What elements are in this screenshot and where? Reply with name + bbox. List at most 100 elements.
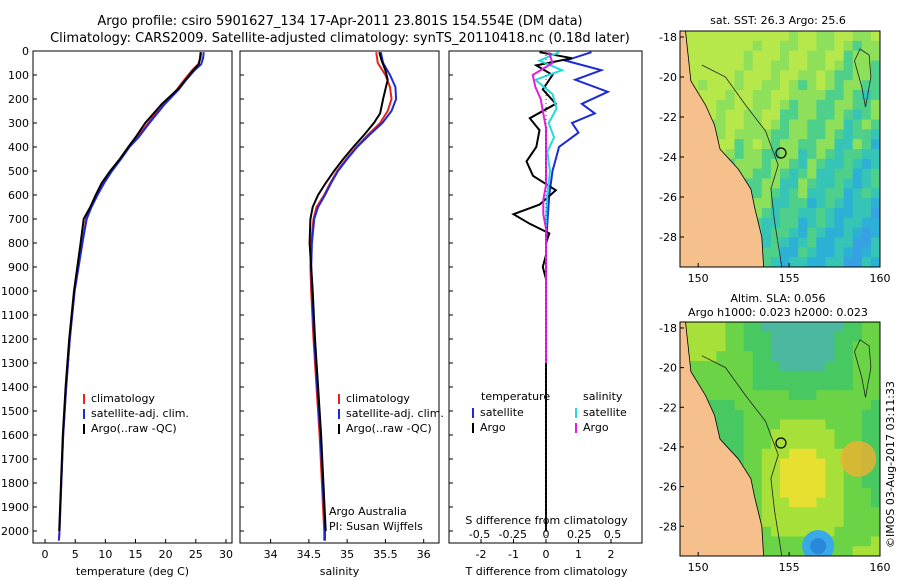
diff-series-3: [531, 51, 554, 363]
sal-xlabel: salinity: [320, 565, 360, 578]
sal-xtick-label-34.5: 34.5: [297, 548, 322, 561]
sst-map-ytick-label--22: -22: [659, 111, 677, 124]
sla-map-contour-2: [854, 339, 872, 398]
diff-xtick-label-0: 0: [543, 548, 550, 561]
temp-xtick-label-30: 30: [219, 548, 233, 561]
sst-map-frame: [679, 30, 881, 268]
sla-map-ytick-label--18: -18: [659, 322, 677, 335]
y-tick-label-1100: 1100: [1, 309, 29, 322]
y-tick-label-1800: 1800: [1, 477, 29, 490]
diff-stick-label--0.25: -0.25: [499, 528, 527, 541]
sst-map-contour-1: [701, 64, 783, 267]
y-tick-label-500: 500: [8, 165, 29, 178]
pi-label: PI: Susan Wijffels: [329, 520, 423, 533]
diff-series-1: [511, 51, 573, 531]
sst-map-xtick-label-155: 155: [779, 272, 800, 285]
temperature-series-1: [57, 52, 205, 541]
y-tick-label-1000: 1000: [1, 285, 29, 298]
diff-xtick-label--1: -1: [508, 548, 519, 561]
sst-map-ytick-label--24: -24: [659, 151, 677, 164]
diff-xtick-label-2: 2: [608, 548, 615, 561]
sal-legend-label-2: Argo(..raw -QC): [346, 422, 432, 435]
y-tick-label-400: 400: [8, 141, 29, 154]
sla-map-xtick-label-155: 155: [779, 561, 800, 574]
diff-stick-label-0.25: 0.25: [567, 528, 592, 541]
temp-xtick-label-10: 10: [98, 548, 112, 561]
sst-map-ytick-label--20: -20: [659, 71, 677, 84]
sal-xtick-label-35: 35: [340, 548, 354, 561]
diffT-legend-label-1: Argo: [480, 421, 506, 434]
diff-xtick-label-1: 1: [575, 548, 582, 561]
sla-map-title-line2: Argo h1000: 0.023 h2000: 0.023: [688, 306, 868, 319]
diff-xlabel-top: S difference from climatology: [465, 514, 628, 527]
sst-map-argo-marker: [775, 147, 787, 159]
y-tick-label-700: 700: [8, 213, 29, 226]
temp-legend-label-1: satellite-adj. clim.: [91, 407, 189, 420]
salinity-series-2: [308, 51, 389, 532]
y-tick-label-1900: 1900: [1, 501, 29, 514]
sst-map-xtick-label-160: 160: [870, 272, 891, 285]
sst-map-ytick-label--18: -18: [659, 31, 677, 44]
y-tick-label-800: 800: [8, 237, 29, 250]
y-tick-label-0: 0: [22, 45, 29, 58]
y-tick-label-1400: 1400: [1, 381, 29, 394]
sst-map-ytick-label--26: -26: [659, 191, 677, 204]
temp-legend-label-2: Argo(..raw -QC): [91, 422, 177, 435]
sst-map-xtick-label-150: 150: [688, 272, 709, 285]
sal-legend-label-1: satellite-adj. clim.: [346, 407, 444, 420]
salinity-series-1: [310, 51, 398, 541]
y-tick-label-2000: 2000: [1, 525, 29, 538]
y-tick-label-1200: 1200: [1, 333, 29, 346]
figure-title-line1: Argo profile: csiro 5901627_134 17-Apr-2…: [97, 14, 583, 29]
figure-title-line2: Climatology: CARS2009. Satellite-adjuste…: [50, 31, 630, 46]
diff-xlabel: T difference from climatology: [465, 565, 628, 578]
temp-xtick-label-20: 20: [159, 548, 173, 561]
credit-label: ©IMOS 03-Aug-2017 03:11:33: [884, 381, 897, 548]
y-tick-label-900: 900: [8, 261, 29, 274]
y-tick-label-1700: 1700: [1, 453, 29, 466]
temp-xtick-label-5: 5: [72, 548, 79, 561]
sst-map-title: sat. SST: 26.3 Argo: 25.6: [710, 14, 846, 27]
sla-map-land: [680, 322, 765, 556]
sla-map-xtick-label-150: 150: [688, 561, 709, 574]
diff-stick-label--0.5: -0.5: [469, 528, 490, 541]
sla-map: [679, 321, 881, 557]
legend-salinity-heading: salinity: [583, 390, 623, 403]
sla-map-high: [840, 440, 877, 477]
sla-map-title-line1: Altim. SLA: 0.056: [730, 292, 826, 305]
y-tick-label-200: 200: [8, 93, 29, 106]
sst-map-ytick-label--28: -28: [659, 231, 677, 244]
diffT-legend-label-0: satellite: [480, 406, 524, 419]
sst-map: [679, 30, 881, 268]
y-tick-label-100: 100: [8, 69, 29, 82]
temp-xtick-label-25: 25: [189, 548, 203, 561]
y-tick-label-1500: 1500: [1, 405, 29, 418]
sla-map-ytick-label--22: -22: [659, 401, 677, 414]
temperature-series-2: [58, 52, 202, 532]
sla-map-ytick-label--26: -26: [659, 481, 677, 494]
temperature-series-0: [57, 52, 203, 541]
temp-xlabel: temperature (deg C): [76, 565, 189, 578]
diff-series-0: [545, 51, 611, 531]
sla-map-contour-1: [701, 355, 783, 556]
sla-map-frame: [679, 321, 881, 557]
sla-map-ytick-label--24: -24: [659, 441, 677, 454]
y-tick-label-1600: 1600: [1, 429, 29, 442]
temp-xtick-label-15: 15: [129, 548, 143, 561]
sla-map-argo-marker: [775, 437, 787, 449]
sla-map-eddy-core: [810, 538, 827, 555]
y-tick-label-1300: 1300: [1, 357, 29, 370]
sal-xtick-label-34: 34: [264, 548, 278, 561]
diffS-legend-label-0: satellite: [583, 406, 627, 419]
temp-xtick-label-0: 0: [42, 548, 49, 561]
legend-temperature-heading: temperature: [481, 390, 551, 403]
diff-stick-label-0: 0: [543, 528, 550, 541]
diff-xtick-label--2: -2: [476, 548, 487, 561]
sal-xtick-label-36: 36: [417, 548, 431, 561]
panel-frame-0: [32, 50, 233, 544]
sla-map-ytick-label--28: -28: [659, 520, 677, 533]
temp-legend-label-0: climatology: [91, 392, 155, 405]
sal-legend-label-0: climatology: [346, 392, 410, 405]
